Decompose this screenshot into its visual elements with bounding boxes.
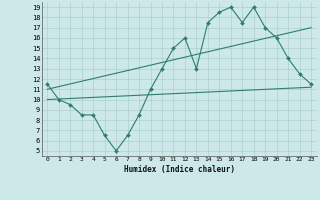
X-axis label: Humidex (Indice chaleur): Humidex (Indice chaleur) xyxy=(124,165,235,174)
